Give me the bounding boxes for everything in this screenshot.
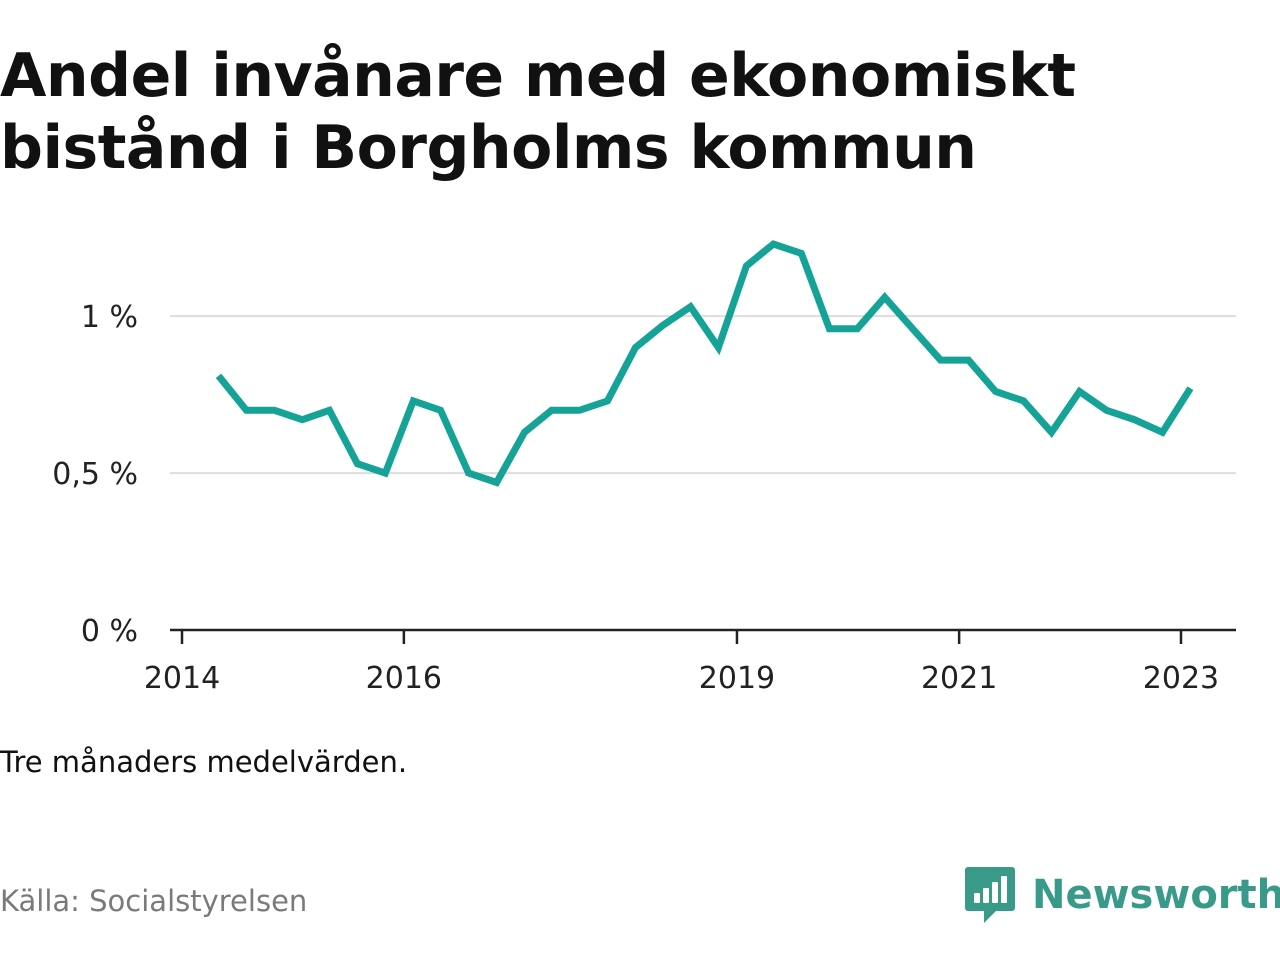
source-credit: Källa: Socialstyrelsen xyxy=(0,884,308,918)
data-point xyxy=(1187,385,1194,392)
chart-note: Tre månaders medelvärden. xyxy=(0,745,408,779)
data-point xyxy=(965,357,972,364)
data-point xyxy=(1048,429,1055,436)
data-point xyxy=(1020,397,1027,404)
data-point xyxy=(382,470,389,477)
data-point xyxy=(937,357,944,364)
y-tick-label: 0 % xyxy=(81,614,138,649)
data-point xyxy=(1103,407,1110,414)
data-point xyxy=(604,397,611,404)
data-point xyxy=(493,479,500,486)
data-point xyxy=(465,470,472,477)
x-tick-label: 2016 xyxy=(366,661,442,696)
data-point xyxy=(687,303,694,310)
data-point xyxy=(743,262,750,269)
data-point xyxy=(798,250,805,257)
y-tick-label: 0,5 % xyxy=(52,457,138,492)
data-point xyxy=(437,407,444,414)
y-tick-label: 1 % xyxy=(81,300,138,335)
brand-name: Newsworthy xyxy=(1032,872,1280,918)
x-tick-label: 2019 xyxy=(699,661,775,696)
data-point xyxy=(354,460,361,467)
brand-logo: Newsworthy xyxy=(964,864,1280,926)
data-point xyxy=(854,325,861,332)
data-point xyxy=(909,325,916,332)
data-point xyxy=(271,407,278,414)
chart-title-line-2: bistånd i Borgholms kommun xyxy=(0,113,977,183)
data-point xyxy=(548,407,555,414)
data-point xyxy=(992,388,999,395)
data-point xyxy=(299,416,306,423)
data-point xyxy=(215,372,222,379)
data-point xyxy=(826,325,833,332)
x-tick-label: 2021 xyxy=(921,661,997,696)
data-point xyxy=(410,397,417,404)
bar-chart-icon xyxy=(965,867,1015,923)
data-point xyxy=(632,344,639,351)
x-tick-label: 2023 xyxy=(1143,661,1219,696)
chart-title: Andel invånare med ekonomiskt bistånd i … xyxy=(0,40,1260,184)
x-tick-label: 2014 xyxy=(144,661,220,696)
data-point xyxy=(521,429,528,436)
data-point xyxy=(243,407,250,414)
data-point xyxy=(881,294,888,301)
data-point xyxy=(1131,416,1138,423)
data-point xyxy=(1076,388,1083,395)
chart-title-line-1: Andel invånare med ekonomiskt xyxy=(0,41,1076,111)
data-point xyxy=(576,407,583,414)
data-point xyxy=(326,407,333,414)
data-point xyxy=(715,344,722,351)
data-point xyxy=(770,240,777,247)
data-point xyxy=(1159,429,1166,436)
data-point xyxy=(659,322,666,329)
series-line xyxy=(215,240,1194,487)
line-chart: 0 % 0,5 % 1 % 2014 2016 2019 2021 2023 xyxy=(52,240,1236,696)
